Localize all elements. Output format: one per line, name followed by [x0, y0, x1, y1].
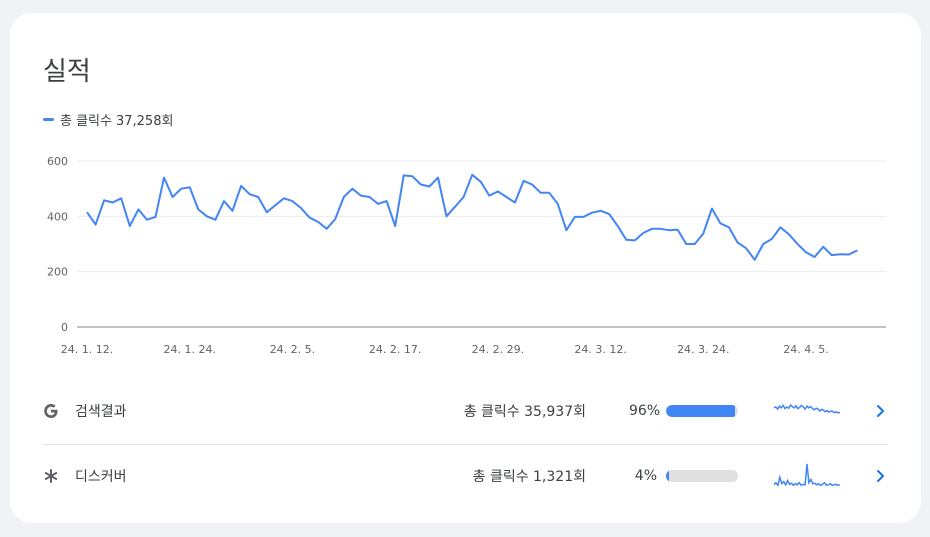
source-clicks: 총 클릭수 1,321회 — [472, 469, 586, 485]
chart-grid — [77, 160, 886, 328]
share-bar-fill — [666, 470, 669, 482]
y-axis-ticks: 600 400 200 0 — [47, 155, 68, 334]
source-label: 검색결과 — [75, 404, 127, 420]
chevron-right-icon[interactable] — [872, 468, 888, 484]
x-tick-label: 24. 3. 24. — [677, 343, 729, 356]
x-tick-label: 24. 1. 24. — [163, 343, 215, 356]
legend-value: 37,258회 — [115, 114, 174, 129]
section-title: 실적 — [43, 57, 91, 87]
chart-legend[interactable]: 총 클릭수 37,258회 — [43, 110, 173, 129]
y-tick-label: 0 — [61, 321, 68, 334]
share-bar-fill — [666, 405, 736, 417]
source-row-discover[interactable]: 디스커버 총 클릭수 1,321회 4% — [43, 446, 888, 506]
x-tick-label: 24. 1. 12. — [61, 343, 113, 356]
source-percent: 96% — [629, 403, 661, 419]
share-bar — [666, 470, 738, 482]
source-percent: 4% — [634, 468, 657, 484]
legend-swatch — [43, 118, 54, 121]
x-tick-label: 24. 3. 12. — [574, 343, 626, 356]
chevron-right-icon[interactable] — [872, 403, 888, 419]
y-tick-label: 200 — [47, 266, 68, 279]
share-bar — [666, 405, 738, 417]
row-divider — [43, 444, 888, 445]
y-tick-label: 400 — [47, 210, 68, 223]
sparkline — [773, 463, 841, 488]
x-tick-label: 24. 2. 29. — [472, 343, 524, 356]
performance-card: 실적 총 클릭수 37,258회 600 400 200 0 24. 1. 12. 24… — [10, 13, 921, 523]
series-line-total-clicks — [86, 173, 858, 261]
sparkline-path — [773, 463, 841, 488]
x-axis-ticks: 24. 1. 12. 24. 1. 24. 24. 2. 5. 24. 2. 17. 2… — [61, 343, 829, 356]
source-clicks: 총 클릭수 35,937회 — [463, 404, 586, 420]
source-label: 디스커버 — [75, 469, 127, 485]
google-g-icon — [44, 404, 58, 418]
sparkline — [773, 403, 841, 414]
sparkline-path — [773, 403, 841, 414]
legend-label: 총 클릭수 — [60, 114, 112, 129]
x-tick-label: 24. 2. 5. — [270, 343, 315, 356]
y-tick-label: 600 — [47, 155, 68, 168]
x-tick-label: 24. 4. 5. — [783, 343, 828, 356]
x-tick-label: 24. 2. 17. — [369, 343, 421, 356]
clicks-line-chart: 600 400 200 0 24. 1. 12. 24. 1. 24. 24. 2. 5.… — [47, 155, 886, 356]
source-row-search[interactable]: 검색결과 총 클릭수 35,937회 96% — [43, 381, 888, 441]
discover-asterisk-icon — [44, 469, 58, 483]
